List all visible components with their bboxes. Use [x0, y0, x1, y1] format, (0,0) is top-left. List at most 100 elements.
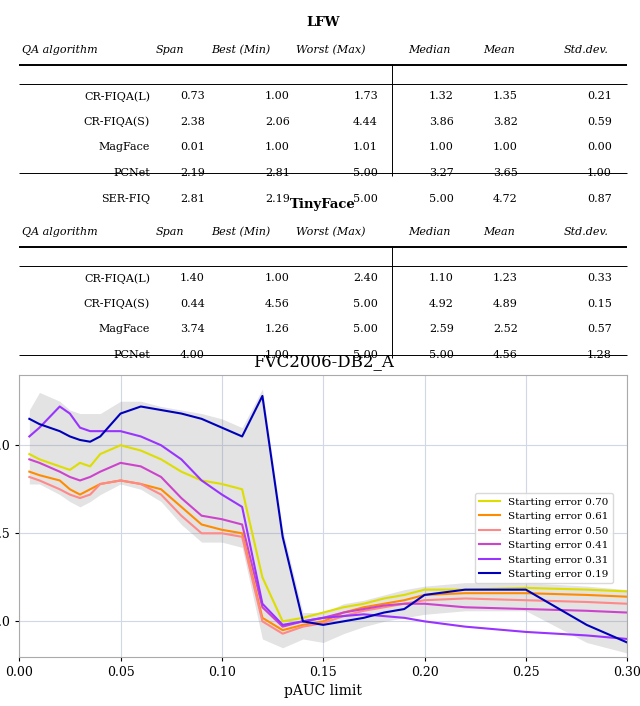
Text: 2.19: 2.19: [265, 193, 290, 204]
Text: 4.56: 4.56: [493, 350, 518, 360]
Starting error 0.70: [116, 441, 124, 450]
Starting error 0.19: [340, 617, 348, 626]
Starting error 0.41: [583, 606, 591, 615]
Text: 1.73: 1.73: [353, 91, 378, 101]
Line: Starting error 0.19: Starting error 0.19: [29, 396, 627, 642]
Starting error 0.41: [238, 520, 246, 529]
Text: 4.44: 4.44: [353, 116, 378, 126]
Starting error 0.41: [86, 473, 94, 481]
Line: Starting error 0.31: Starting error 0.31: [29, 407, 627, 639]
Starting error 0.70: [319, 609, 327, 617]
Starting error 0.61: [218, 525, 226, 534]
Starting error 0.50: [56, 485, 63, 493]
Starting error 0.70: [401, 591, 408, 599]
Starting error 0.50: [26, 473, 33, 481]
Starting error 0.31: [583, 631, 591, 640]
Starting error 0.70: [279, 617, 287, 626]
Text: 1.23: 1.23: [493, 273, 518, 283]
Starting error 0.41: [380, 602, 388, 610]
Line: Starting error 0.70: Starting error 0.70: [29, 445, 627, 621]
Starting error 0.31: [56, 402, 63, 411]
Text: TinyFace: TinyFace: [291, 198, 356, 212]
Starting error 0.41: [97, 467, 104, 476]
Text: QA algorithm: QA algorithm: [22, 227, 98, 237]
Starting error 0.70: [137, 446, 145, 455]
Starting error 0.19: [522, 585, 530, 594]
Starting error 0.31: [86, 427, 94, 436]
Starting error 0.31: [420, 617, 428, 626]
Text: 1.10: 1.10: [429, 273, 454, 283]
Starting error 0.41: [401, 599, 408, 608]
Text: SER-FIQ: SER-FIQ: [100, 376, 150, 386]
Starting error 0.50: [86, 491, 94, 499]
Starting error 0.70: [461, 585, 469, 594]
Starting error 0.61: [26, 467, 33, 476]
Starting error 0.41: [259, 603, 266, 611]
Starting error 0.50: [76, 493, 84, 502]
Starting error 0.19: [279, 532, 287, 541]
Starting error 0.61: [137, 480, 145, 489]
Starting error 0.50: [522, 596, 530, 604]
Text: MagFace: MagFace: [99, 325, 150, 335]
Text: 1.00: 1.00: [265, 376, 290, 386]
Starting error 0.31: [401, 614, 408, 622]
Text: 5.00: 5.00: [353, 350, 378, 360]
Starting error 0.41: [360, 605, 367, 614]
Text: 1.26: 1.26: [265, 325, 290, 335]
Starting error 0.61: [86, 485, 94, 493]
Starting error 0.19: [360, 614, 367, 622]
Starting error 0.19: [380, 609, 388, 617]
Text: 2.06: 2.06: [265, 116, 290, 126]
Starting error 0.50: [461, 594, 469, 603]
Starting error 0.61: [420, 591, 428, 599]
Starting error 0.31: [116, 427, 124, 436]
Text: 0.01: 0.01: [180, 143, 205, 152]
Starting error 0.19: [26, 414, 33, 423]
Starting error 0.50: [238, 532, 246, 541]
Starting error 0.31: [218, 491, 226, 499]
Starting error 0.50: [259, 617, 266, 626]
Starting error 0.31: [360, 610, 367, 618]
Starting error 0.50: [360, 606, 367, 615]
Starting error 0.31: [340, 612, 348, 621]
Starting error 0.61: [461, 589, 469, 597]
Text: CR-FIQA(S): CR-FIQA(S): [84, 299, 150, 309]
Starting error 0.70: [198, 477, 205, 485]
Text: PCNet: PCNet: [113, 350, 150, 360]
Starting error 0.61: [279, 626, 287, 635]
Text: Mean: Mean: [483, 44, 515, 54]
Starting error 0.70: [299, 614, 307, 622]
Starting error 0.70: [583, 585, 591, 594]
Starting error 0.19: [137, 402, 145, 411]
Text: CR-FIQA(L): CR-FIQA(L): [84, 91, 150, 102]
Starting error 0.41: [420, 599, 428, 608]
Text: Median: Median: [408, 227, 451, 237]
Starting error 0.50: [36, 477, 44, 485]
Starting error 0.19: [86, 438, 94, 446]
Text: 5.00: 5.00: [353, 299, 378, 309]
Starting error 0.61: [36, 471, 44, 479]
Text: 1.28: 1.28: [587, 350, 612, 360]
Text: 2.81: 2.81: [180, 193, 205, 204]
Text: Std.dev.: Std.dev.: [564, 227, 609, 237]
Text: 1.32: 1.32: [429, 91, 454, 101]
Starting error 0.61: [360, 603, 367, 611]
Text: 0.87: 0.87: [588, 193, 612, 204]
Starting error 0.61: [623, 592, 631, 601]
Starting error 0.31: [36, 424, 44, 432]
Starting error 0.50: [177, 511, 185, 520]
Starting error 0.61: [340, 609, 348, 617]
X-axis label: pAUC limit: pAUC limit: [284, 684, 362, 698]
Text: CR-FIQA(S): CR-FIQA(S): [84, 116, 150, 127]
Starting error 0.61: [76, 491, 84, 499]
Starting error 0.61: [401, 596, 408, 604]
Starting error 0.70: [420, 585, 428, 594]
Starting error 0.31: [76, 424, 84, 432]
Starting error 0.41: [56, 467, 63, 476]
Text: 4.56: 4.56: [265, 299, 290, 309]
Starting error 0.61: [299, 621, 307, 629]
Starting error 0.19: [319, 621, 327, 629]
Starting error 0.70: [522, 584, 530, 592]
Starting error 0.70: [238, 485, 246, 493]
Text: 1.00: 1.00: [429, 143, 454, 152]
